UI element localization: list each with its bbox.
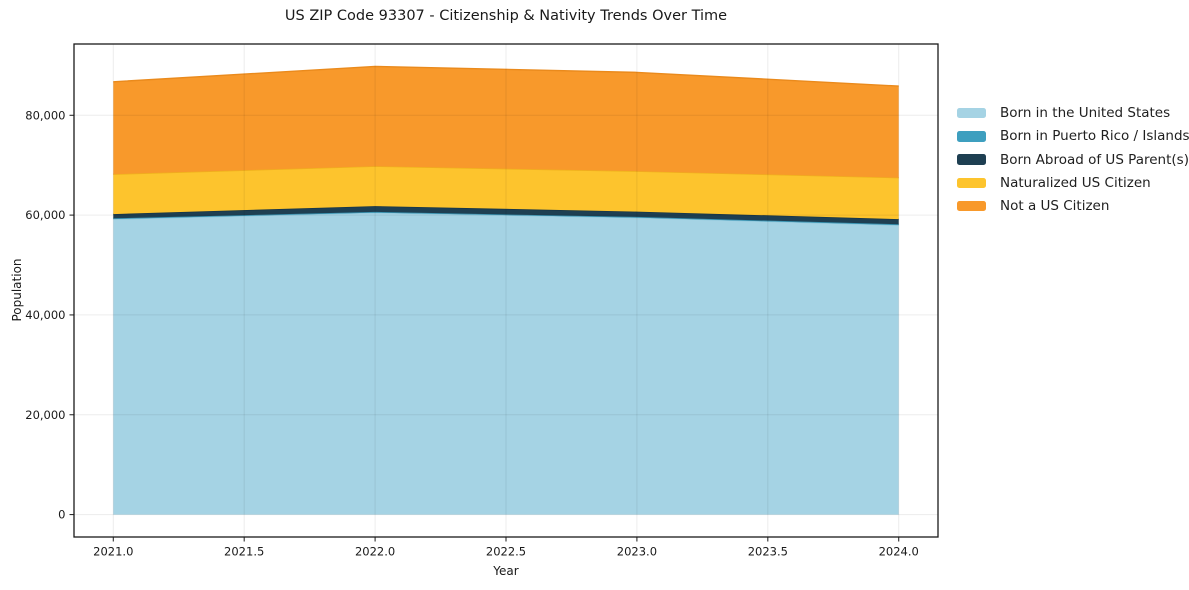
x-tick-label: 2021.0	[93, 545, 133, 559]
legend-item-not-a-us-citizen: Not a US Citizen	[957, 198, 1189, 215]
x-tick-label: 2023.0	[617, 545, 657, 559]
x-tick-label: 2022.0	[355, 545, 395, 559]
legend-label: Born in Puerto Rico / Islands	[1000, 128, 1189, 145]
legend-label: Naturalized US Citizen	[1000, 174, 1151, 191]
legend-label: Not a US Citizen	[1000, 198, 1110, 215]
gridlines	[74, 44, 938, 537]
chart-title: US ZIP Code 93307 - Citizenship & Nativi…	[284, 8, 728, 24]
legend-item-naturalized-us-citizen: Naturalized US Citizen	[957, 174, 1189, 191]
legend-swatch-naturalized-us-citizen	[957, 177, 986, 189]
legend-label: Born in the United States	[1000, 105, 1171, 121]
x-axis-label: Year	[493, 564, 519, 578]
x-tick-label: 2022.5	[486, 545, 526, 559]
area-born-abroad-of-us-parent-s	[113, 206, 899, 225]
y-tick-label: 0	[58, 508, 65, 522]
x-axis: 2021.0 2021.5 2022.0 2022.5 2023.0 2023.5 2024…	[93, 537, 919, 559]
y-tick-label: 20,000	[25, 408, 65, 422]
legend-swatch-not-a-us-citizen	[957, 200, 986, 212]
legend-swatch-born-in-the-united-states	[957, 107, 986, 119]
legend-swatch-born-in-puerto-rico-islands	[957, 131, 986, 142]
area-naturalized-us-citizen	[113, 166, 899, 220]
legend-label: Born Abroad of US Parent(s)	[1000, 151, 1189, 168]
legend-item-born-in-puerto-rico-islands: Born in Puerto Rico / Islands	[957, 128, 1189, 145]
area-edge-born-in-puerto-rico-islands	[113, 211, 899, 225]
y-axis: 0 20,000 40,000 60,000 80,000	[25, 108, 74, 522]
area-not-a-us-citizen	[113, 66, 899, 178]
x-tick-label: 2023.5	[748, 545, 788, 559]
x-tick-label: 2021.5	[224, 545, 264, 559]
x-tick-label: 2024.0	[879, 545, 919, 559]
legend: Born in the United States Born in Puerto …	[957, 105, 1189, 222]
y-axis-label: Population	[10, 258, 24, 322]
legend-item-born-in-the-united-states: Born in the United States	[957, 105, 1189, 121]
y-tick-label: 40,000	[25, 308, 65, 322]
y-tick-label: 80,000	[25, 108, 65, 122]
legend-swatch-born-abroad-of-us-parent-s	[957, 154, 986, 165]
y-tick-label: 60,000	[25, 208, 65, 222]
legend-item-born-abroad-of-us-parent-s: Born Abroad of US Parent(s)	[957, 151, 1189, 168]
stacked-areas	[113, 65, 899, 515]
area-born-in-the-united-states	[113, 212, 899, 515]
area-edge-not-a-us-citizen	[113, 65, 899, 87]
